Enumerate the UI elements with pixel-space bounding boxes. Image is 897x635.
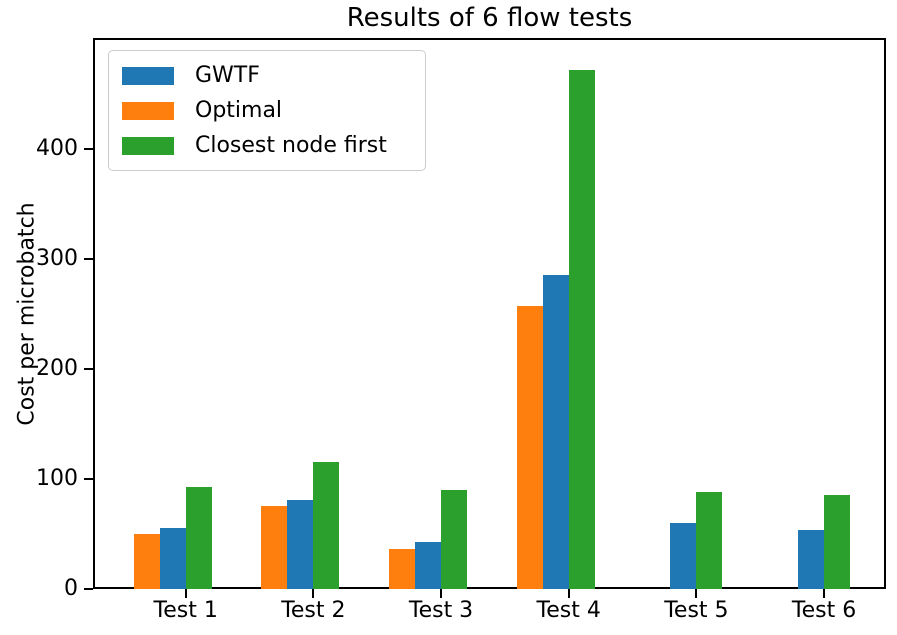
x-tick-mark <box>823 589 826 598</box>
legend-item-optimal: Optimal <box>122 98 417 123</box>
legend-item-closest-node-first: Closest node first <box>122 133 417 158</box>
x-tick-label-test-6: Test 6 <box>791 598 857 623</box>
x-tick-mark <box>312 589 315 598</box>
legend-label: Optimal <box>195 98 283 123</box>
legend-swatch-icon <box>122 66 174 85</box>
y-tick-mark <box>84 588 93 590</box>
bar-closest-node-first-test-5 <box>696 492 723 589</box>
y-tick-mark <box>84 148 93 150</box>
bar-closest-node-first-test-2 <box>313 462 340 589</box>
x-tick-mark <box>567 589 570 598</box>
bar-optimal-test-3 <box>389 549 416 589</box>
bar-closest-node-first-test-1 <box>185 487 212 589</box>
bar-gwtf-test-2 <box>287 500 314 589</box>
y-tick-mark <box>84 368 93 370</box>
x-tick-mark <box>184 589 187 598</box>
x-tick-mark <box>440 589 443 598</box>
bar-gwtf-test-6 <box>798 530 825 589</box>
y-tick-label: 400 <box>36 136 78 161</box>
y-tick-label: 200 <box>36 356 78 381</box>
x-tick-label-test-1: Test 1 <box>153 598 218 623</box>
bar-optimal-test-1 <box>133 534 160 589</box>
y-axis-label: Cost per microbatch <box>14 202 40 426</box>
bar-gwtf-test-5 <box>670 523 697 589</box>
x-tick-mark <box>695 589 698 598</box>
bar-closest-node-first-test-4 <box>568 70 595 589</box>
bar-gwtf-test-1 <box>159 528 186 589</box>
x-tick-label-test-2: Test 2 <box>281 598 346 623</box>
legend-swatch-icon <box>122 136 174 155</box>
bar-gwtf-test-4 <box>542 275 569 589</box>
x-tick-label-test-4: Test 4 <box>536 598 601 623</box>
y-tick-mark <box>84 478 93 480</box>
bar-closest-node-first-test-6 <box>824 495 851 589</box>
bar-optimal-test-4 <box>516 306 543 589</box>
legend: GWTF Optimal Closest node first <box>108 50 426 171</box>
plot-area <box>93 38 886 589</box>
y-tick-label: 300 <box>36 246 78 271</box>
bar-optimal-test-2 <box>261 506 288 589</box>
y-tick-label: 100 <box>36 466 78 491</box>
legend-label: Closest node first <box>195 133 387 158</box>
legend-item-gwtf: GWTF <box>122 63 417 88</box>
y-tick-mark <box>84 258 93 260</box>
bar-closest-node-first-test-3 <box>441 490 468 589</box>
x-tick-label-test-5: Test 5 <box>664 598 729 623</box>
bar-gwtf-test-3 <box>415 542 442 589</box>
chart-title: Results of 6 flow tests <box>346 3 633 33</box>
y-tick-label: 0 <box>64 576 78 601</box>
legend-label: GWTF <box>195 63 260 88</box>
x-tick-label-test-3: Test 3 <box>408 598 474 623</box>
legend-swatch-icon <box>122 101 174 120</box>
